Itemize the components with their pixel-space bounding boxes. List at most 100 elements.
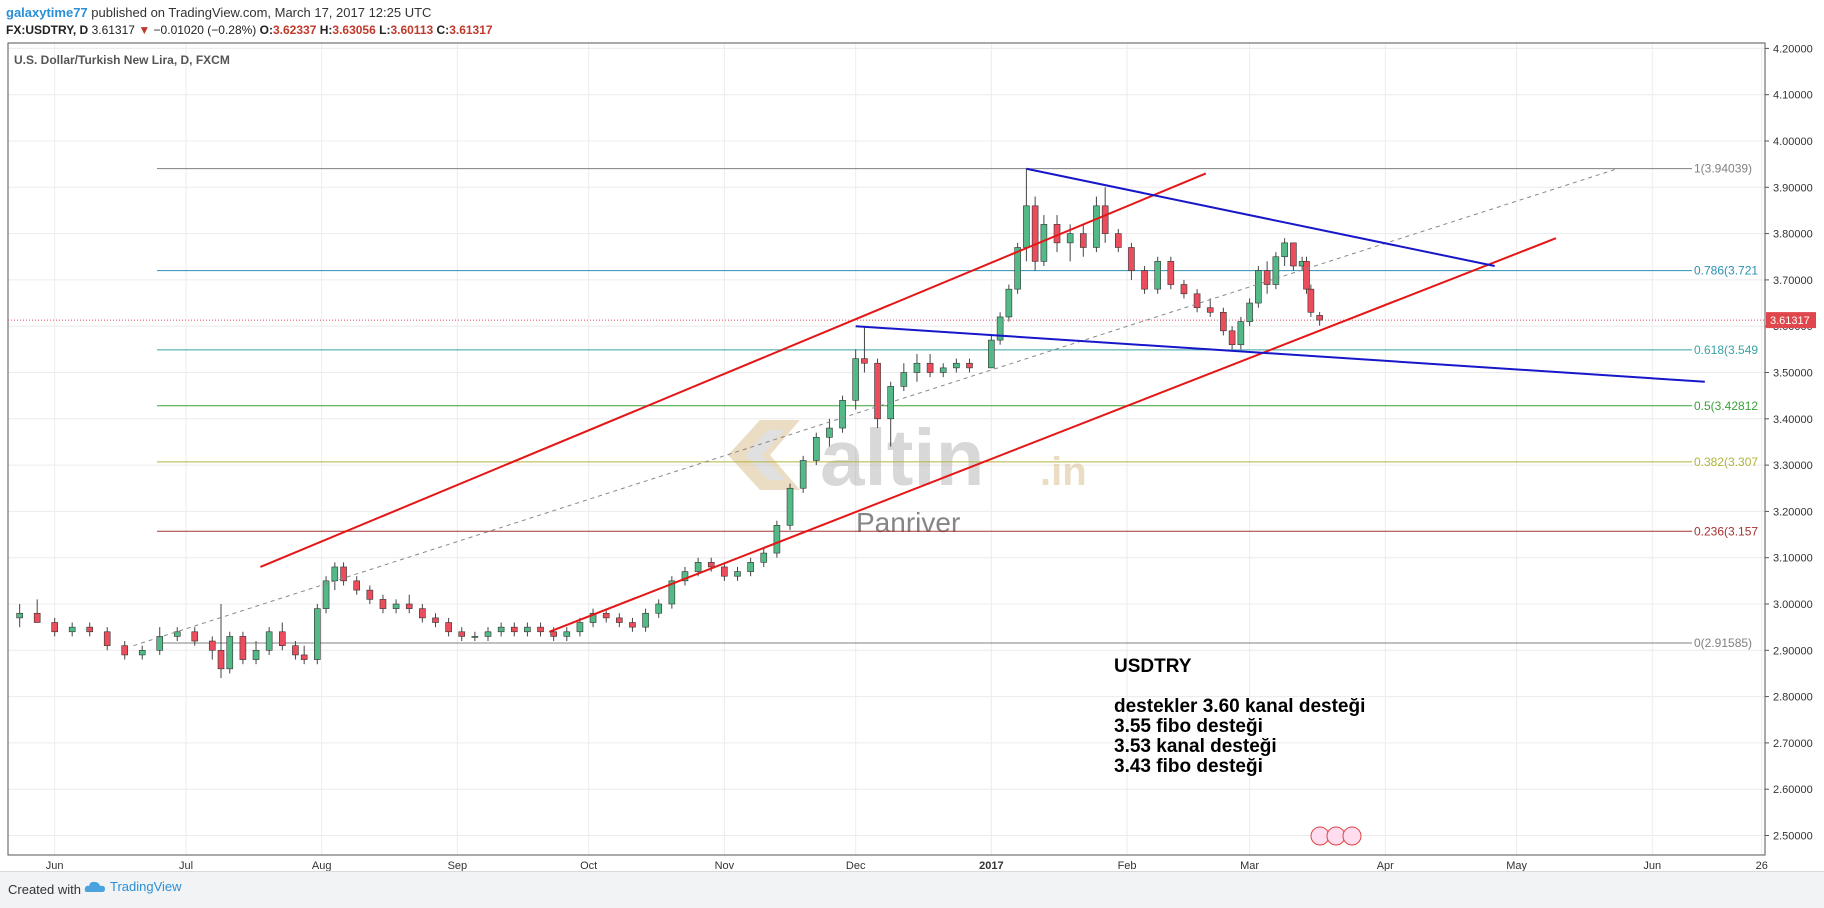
candle-body [239,636,247,660]
publish-header: galaxytime77 published on TradingView.co… [6,3,431,23]
candle-body [953,362,960,369]
candle-body [1141,270,1148,290]
tradingview-cloud-icon [84,881,105,892]
trend-lines[interactable] [133,167,1705,647]
fib-levels[interactable]: 1(3.94039) 0.786(3.721 0.618(3.549 0.5(3.42… [8,162,1765,650]
candle-body [1023,205,1030,248]
candle-body [191,631,199,642]
y-tick-label: 2.90000 [1773,645,1813,657]
candle-body [1263,270,1271,285]
y-tick-label: 2.70000 [1773,738,1813,750]
fib-label: 0.786(3.721 [1694,264,1758,278]
channel-lower-line[interactable] [548,237,1557,633]
tradingview-link[interactable]: TradingView [84,879,182,894]
time-axis[interactable]: Jun Jul Aug Sep Oct Nov Dec 2017 Feb Mar Apr May Jun… [46,860,1768,872]
triangle-upper-line[interactable] [1026,167,1495,267]
close-label: C: [436,23,450,37]
fib-label: 0.236(3.157 [1694,524,1758,538]
y-tick-label: 3.80000 [1773,229,1813,241]
candle-body [1093,205,1100,248]
analysis-note: USDTRY destekler 3.60 kanal desteği 3.55… [1114,656,1365,777]
candle-body [1128,247,1135,271]
candle-body [432,617,439,623]
flag-us-icon[interactable] [1310,826,1330,846]
candle-body [392,603,400,609]
note-line: 3.55 fibo desteği [1114,716,1263,737]
watermark-logo-text: altin [820,413,984,502]
chart-title: U.S. Dollar/Turkish New Lira, D, FXCM [14,53,230,67]
flag-us-icon[interactable] [1326,826,1346,846]
last-price-tag [1766,312,1816,329]
candle-body [379,599,387,609]
candle-body [1180,284,1188,295]
note-line: destekler 3.60 kanal desteği [1114,696,1365,717]
low-value: 3.60113 [390,23,434,37]
candle-body [68,626,76,633]
price-axis[interactable]: 4.20000 4.10000 4.00000 3.90000 3.80000 3.700… [1765,43,1816,843]
x-tick-label: Oct [580,860,597,872]
candle-body [458,631,466,637]
candle-body [900,372,908,387]
candle-body [445,622,452,633]
candle-body [331,566,339,582]
fib-label: 0.618(3.549 [1694,343,1758,357]
altin-logo-mark-icon [745,430,785,480]
open-value: 3.62337 [272,23,317,37]
flag-us-icon[interactable] [1342,826,1362,846]
candle-body [852,358,859,401]
candle-body [278,631,286,646]
x-tick-label: Aug [312,860,332,872]
candle-body [86,626,94,633]
watermark-logo-suffix: .in [1040,450,1087,494]
high-value: 3.63056 [332,23,376,37]
candle-body [721,566,728,577]
low-label: L: [379,23,391,37]
candle-body [1154,261,1161,290]
candle-body [1228,330,1236,346]
candle-body [826,427,833,438]
candle-body [747,562,754,572]
candle-body [471,636,479,638]
fib-label: 0(2.91585) [1694,636,1752,650]
y-tick-label: 4.10000 [1773,90,1813,102]
symbol-name: FX:USDTRY, D [6,23,89,37]
candle-body [510,626,518,633]
candle-body [1281,242,1288,258]
last-price: 3.61317 [91,23,135,37]
y-tick-label: 3.20000 [1773,506,1813,518]
candle-body [1255,270,1262,304]
triangle-lower-line[interactable] [855,325,1705,383]
grid [8,43,1765,855]
candle-body [208,640,216,651]
candle-body [812,437,820,461]
price-chart[interactable]: U.S. Dollar/Turkish New Lira, D, FXCM al… [0,0,1824,872]
candle-body [51,622,58,633]
economic-events-icon[interactable] [1310,826,1362,846]
tradingview-brand: TradingView [110,879,182,894]
channel-upper-line[interactable] [260,172,1207,568]
publish-text: published on TradingView.com, March 17, … [91,5,432,20]
candle-body [217,649,225,670]
candle-body [33,612,41,623]
candle-body [760,552,768,563]
x-tick-label: 2017 [979,860,1003,872]
candle-body [861,358,868,364]
candle-body [353,580,361,591]
candle-body [839,399,846,429]
candle-body [1014,247,1021,290]
candle-body [226,636,234,670]
candle-body [156,636,164,651]
candle-body [103,631,111,646]
high-label: H: [319,23,333,37]
candle-body [668,580,676,605]
candle-body [16,612,23,619]
author-link[interactable]: galaxytime77 [6,5,88,20]
candle-body [340,566,347,582]
x-tick-label: May [1506,860,1527,872]
candle-body [642,612,649,628]
y-tick-label: 3.50000 [1773,368,1813,380]
candle-body [1220,312,1227,332]
note-title: USDTRY [1114,656,1192,677]
y-tick-label: 3.00000 [1773,599,1813,611]
channel-midline[interactable] [133,168,1618,647]
